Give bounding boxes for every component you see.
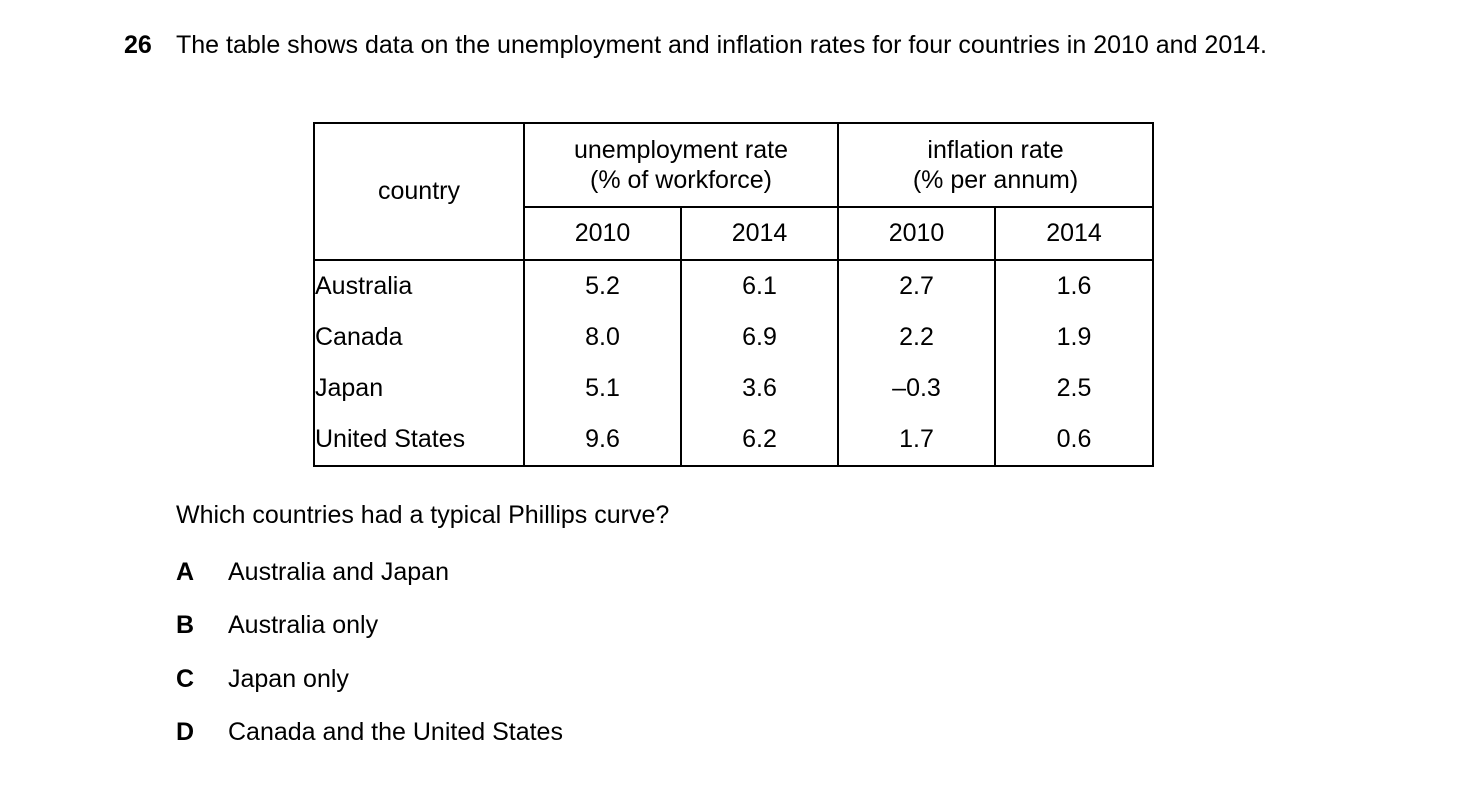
table-row: Japan 5.1 3.6 –0.3 2.5 xyxy=(313,363,1155,414)
question-prompt: Which countries had a typical Phillips c… xyxy=(176,501,670,529)
inflation-2014-cell: 0.6 xyxy=(994,414,1155,467)
table-row: Australia 5.2 6.1 2.7 1.6 xyxy=(313,260,1155,312)
option-text: Canada and the United States xyxy=(228,718,563,746)
inflation-2014-cell: 1.6 xyxy=(994,260,1155,312)
option-text: Australia only xyxy=(228,611,379,639)
unemployment-header-line2: (% of workforce) xyxy=(590,166,772,194)
inflation-2010-cell: 2.7 xyxy=(837,260,996,312)
question-stem: The table shows data on the unemployment… xyxy=(176,31,1267,59)
option-letter: C xyxy=(176,665,195,693)
option-text: Japan only xyxy=(228,665,349,693)
option-c[interactable]: C Japan only xyxy=(176,664,349,694)
unemployment-2010-cell: 5.1 xyxy=(523,363,681,414)
year-header-inflation-2010: 2010 xyxy=(837,207,996,261)
option-b[interactable]: B Australia only xyxy=(176,610,378,640)
inflation-2010-cell: –0.3 xyxy=(837,363,996,414)
unemployment-2014-cell: 6.9 xyxy=(679,312,839,363)
option-a[interactable]: A Australia and Japan xyxy=(176,557,449,587)
unemployment-2010-cell: 9.6 xyxy=(523,414,681,467)
table-row: Canada 8.0 6.9 2.2 1.9 xyxy=(313,312,1155,363)
country-cell: Canada xyxy=(313,312,524,363)
unemployment-2010-cell: 8.0 xyxy=(523,312,681,363)
country-cell: Australia xyxy=(313,260,524,312)
option-d[interactable]: D Canada and the United States xyxy=(176,717,563,747)
option-letter: B xyxy=(176,611,195,639)
inflation-header: inflation rate (% per annum) xyxy=(837,122,1155,208)
inflation-2010-cell: 1.7 xyxy=(837,414,996,467)
option-letter: D xyxy=(176,718,195,746)
country-header: country xyxy=(313,122,524,261)
inflation-2014-cell: 1.9 xyxy=(994,312,1155,363)
unemployment-2010-cell: 5.2 xyxy=(523,260,681,312)
year-header-unemployment-2010: 2010 xyxy=(523,207,681,261)
option-text: Australia and Japan xyxy=(228,558,449,586)
year-header-inflation-2014: 2014 xyxy=(994,207,1155,261)
country-cell: United States xyxy=(313,414,524,467)
inflation-2014-cell: 2.5 xyxy=(994,363,1155,414)
unemployment-2014-cell: 6.1 xyxy=(679,260,839,312)
option-letter: A xyxy=(176,558,195,586)
table-row: United States 9.6 6.2 1.7 0.6 xyxy=(313,414,1155,467)
country-cell: Japan xyxy=(313,363,524,414)
unemployment-2014-cell: 3.6 xyxy=(679,363,839,414)
inflation-2010-cell: 2.2 xyxy=(837,312,996,363)
inflation-header-line1: inflation rate xyxy=(927,136,1064,164)
data-table: country unemployment rate (% of workforc… xyxy=(313,122,1155,467)
unemployment-header-line1: unemployment rate xyxy=(574,136,789,164)
year-header-unemployment-2014: 2014 xyxy=(679,207,839,261)
unemployment-2014-cell: 6.2 xyxy=(679,414,839,467)
question-number: 26 xyxy=(124,31,152,59)
unemployment-header: unemployment rate (% of workforce) xyxy=(522,122,839,208)
inflation-header-line2: (% per annum) xyxy=(912,166,1079,194)
